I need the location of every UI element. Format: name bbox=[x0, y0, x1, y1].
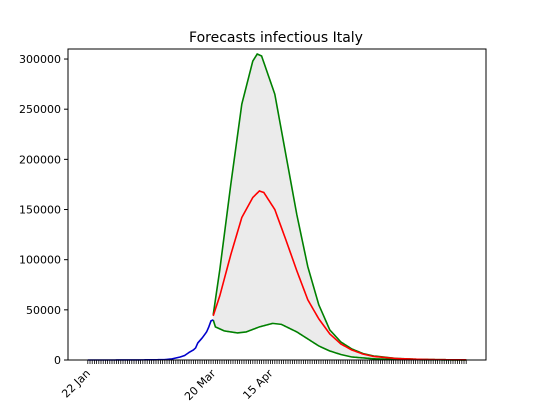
y-tick-label: 0 bbox=[54, 354, 61, 367]
y-axis: 0 50000 100000 150000 200000 250000 300000 bbox=[19, 53, 68, 367]
chart-title: Forecasts infectious Italy bbox=[189, 30, 363, 46]
forecast-uncertainty-band bbox=[213, 54, 467, 360]
y-tick-label: 50000 bbox=[26, 304, 61, 317]
plot-area bbox=[67, 48, 487, 361]
x-tick-label: 22 Jan bbox=[59, 367, 93, 401]
y-tick-label: 150000 bbox=[19, 204, 61, 217]
series-forecast-central bbox=[212, 190, 467, 361]
y-tick-label: 250000 bbox=[19, 103, 61, 116]
y-tick-label: 300000 bbox=[19, 53, 61, 66]
x-tick-label: 20 Mar bbox=[182, 367, 219, 404]
y-tick-label: 100000 bbox=[19, 254, 61, 267]
series-observed bbox=[87, 319, 214, 361]
x-tick-label: 15 Apr bbox=[240, 367, 275, 402]
y-tick-label: 200000 bbox=[19, 153, 61, 166]
x-axis: 22 Jan 20 Mar 15 Apr bbox=[59, 360, 467, 404]
